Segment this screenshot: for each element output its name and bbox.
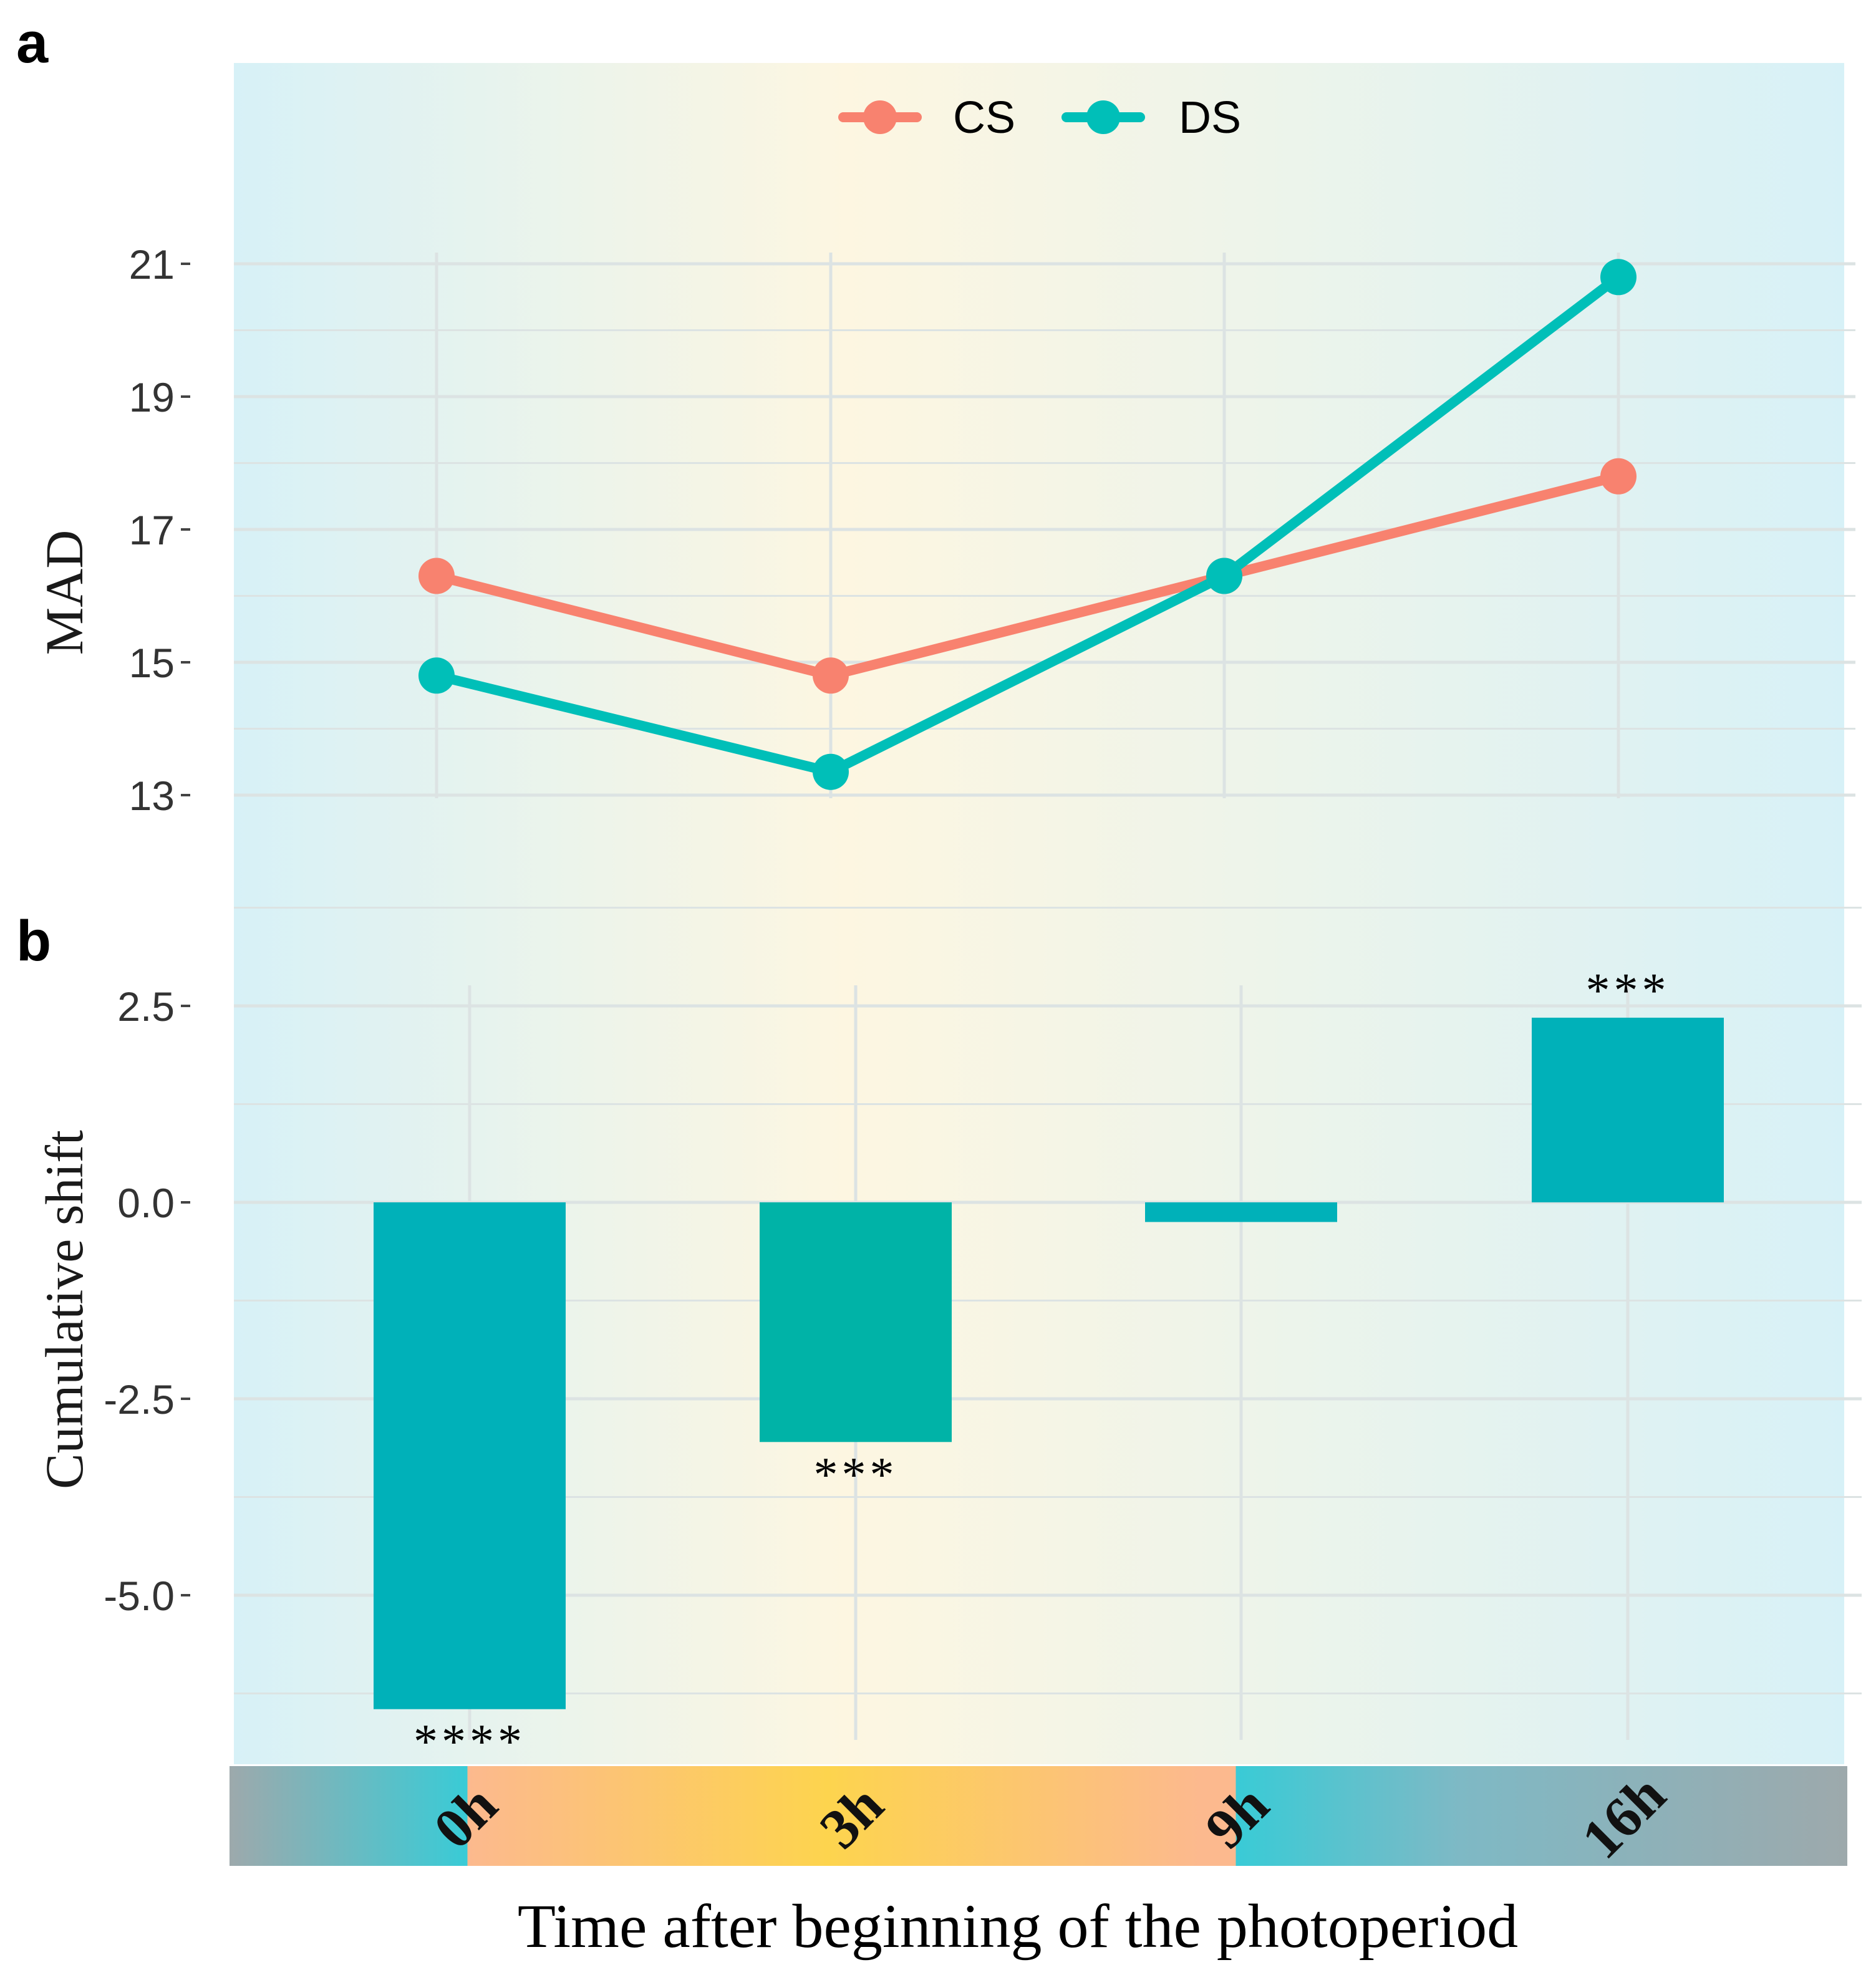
data-point-cs-0h[interactable] (418, 558, 455, 594)
series-line-ds (435, 273, 1622, 777)
panel-b-bar-chart: -5.0-2.50.02.5 ********** Cumulative shi… (34, 907, 1862, 1769)
panel-a-y-axis-title: MAD (34, 530, 94, 655)
panel-b-grid (234, 907, 1862, 1740)
data-point-ds-0h[interactable] (418, 657, 455, 694)
y-tick-label: 13 (129, 773, 175, 819)
legend-item-ds[interactable]: DS (1061, 93, 1241, 143)
data-point-cs-16h[interactable] (1600, 458, 1637, 495)
legend-cs-label: CS (953, 93, 1015, 143)
panel-a-series-lines (435, 273, 1622, 777)
significance-label-3h: *** (814, 1447, 898, 1501)
series-line-cs (435, 471, 1620, 681)
bar-16h[interactable] (1532, 1017, 1724, 1202)
legend-ds-label: DS (1179, 93, 1241, 143)
panel-b-significance-labels: ********** (413, 963, 1670, 1769)
legend: CS DS (838, 93, 1241, 143)
x-axis-title: Time after beginning of the photoperiod (518, 1891, 1518, 1961)
bar-3h[interactable] (760, 1202, 952, 1442)
panel-a-line-chart: 13 15 17 19 21 MAD CS DS (34, 93, 1855, 819)
data-point-ds-16h[interactable] (1600, 259, 1637, 296)
legend-ds-marker (1086, 100, 1120, 134)
panel-b-bars (374, 1017, 1724, 1709)
panel-b-y-axis-title: Cumulative shift (34, 1130, 94, 1489)
data-point-ds-3h[interactable] (813, 753, 849, 790)
significance-label-16h: *** (1586, 963, 1670, 1017)
y-tick-label: 0.0 (117, 1180, 175, 1226)
legend-cs-marker (863, 100, 897, 134)
panel-a-y-axis: 13 15 17 19 21 (129, 241, 190, 819)
bar-9h[interactable] (1145, 1202, 1337, 1222)
panel-b-label: b (16, 909, 51, 973)
legend-item-cs[interactable]: CS (838, 93, 1015, 143)
data-point-ds-9h[interactable] (1206, 558, 1242, 594)
data-point-cs-3h[interactable] (813, 657, 849, 694)
y-tick-label: -5.0 (104, 1573, 175, 1619)
panel-a-grid (234, 253, 1855, 798)
panel-b-y-axis: -5.0 -2.5 0.0 2.5 (104, 983, 190, 1619)
y-tick-label: 15 (129, 640, 175, 686)
y-tick-label: 17 (129, 507, 175, 553)
panel-a-series-points (418, 259, 1637, 790)
photoperiod-strip (230, 1766, 1847, 1866)
y-tick-label: -2.5 (104, 1376, 175, 1422)
y-tick-label: 21 (129, 241, 175, 287)
y-tick-label: 19 (129, 374, 175, 420)
significance-label-0h: **** (413, 1714, 526, 1769)
y-tick-label: 2.5 (117, 983, 175, 1030)
bar-0h[interactable] (374, 1202, 566, 1709)
panel-a-label: a (16, 11, 49, 75)
